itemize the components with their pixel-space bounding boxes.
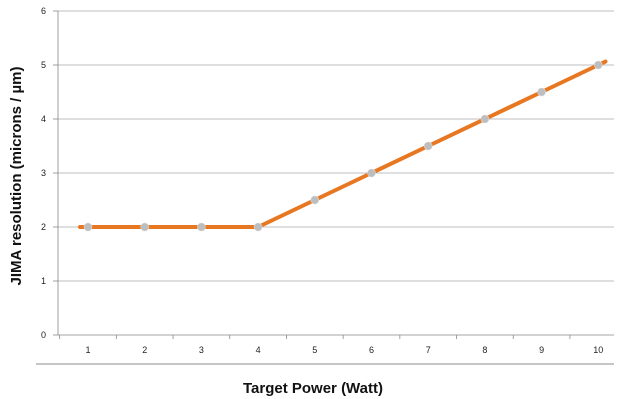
data-point-9 xyxy=(537,87,546,97)
x-axis-title: Target Power (Watt) xyxy=(243,380,383,397)
x-tick-label-10: 10 xyxy=(593,345,603,355)
x-tick-label-6: 6 xyxy=(369,345,374,355)
y-tick-label-1: 1 xyxy=(41,276,46,286)
data-point-6 xyxy=(367,168,376,178)
x-tick-label-3: 3 xyxy=(199,345,204,355)
x-tick-label-2: 2 xyxy=(142,345,147,355)
x-tick-label-1: 1 xyxy=(85,345,90,355)
data-point-3 xyxy=(197,222,206,232)
data-point-8 xyxy=(480,114,490,124)
x-tick-labels: 1 2 3 4 5 6 7 8 9 10 xyxy=(85,345,603,355)
series-group xyxy=(78,59,608,232)
series-line-0 xyxy=(78,59,608,229)
x-tick-label-4: 4 xyxy=(256,345,261,355)
data-point-4 xyxy=(253,222,263,232)
x-tick-label-5: 5 xyxy=(312,345,317,355)
data-point-5 xyxy=(310,195,320,205)
y-tick-label-2: 2 xyxy=(41,222,46,232)
y-tick-labels: 0 1 2 3 4 5 6 xyxy=(41,6,46,340)
y-tick-label-5: 5 xyxy=(41,60,46,70)
x-tick-label-9: 9 xyxy=(539,345,544,355)
data-point-7 xyxy=(423,141,433,151)
axes xyxy=(36,10,614,365)
data-point-1 xyxy=(83,222,93,232)
x-tick-label-8: 8 xyxy=(482,345,487,355)
y-tick-label-3: 3 xyxy=(41,168,46,178)
data-point-10 xyxy=(593,60,603,70)
data-point-2 xyxy=(140,222,149,232)
y-tick-label-6: 6 xyxy=(41,6,46,16)
y-axis-title: JIMA resolution (microns / µm) xyxy=(8,67,25,286)
y-tick-label-0: 0 xyxy=(41,330,46,340)
y-tick-label-4: 4 xyxy=(41,114,46,124)
x-tick-label-7: 7 xyxy=(426,345,431,355)
gridlines xyxy=(58,10,614,282)
